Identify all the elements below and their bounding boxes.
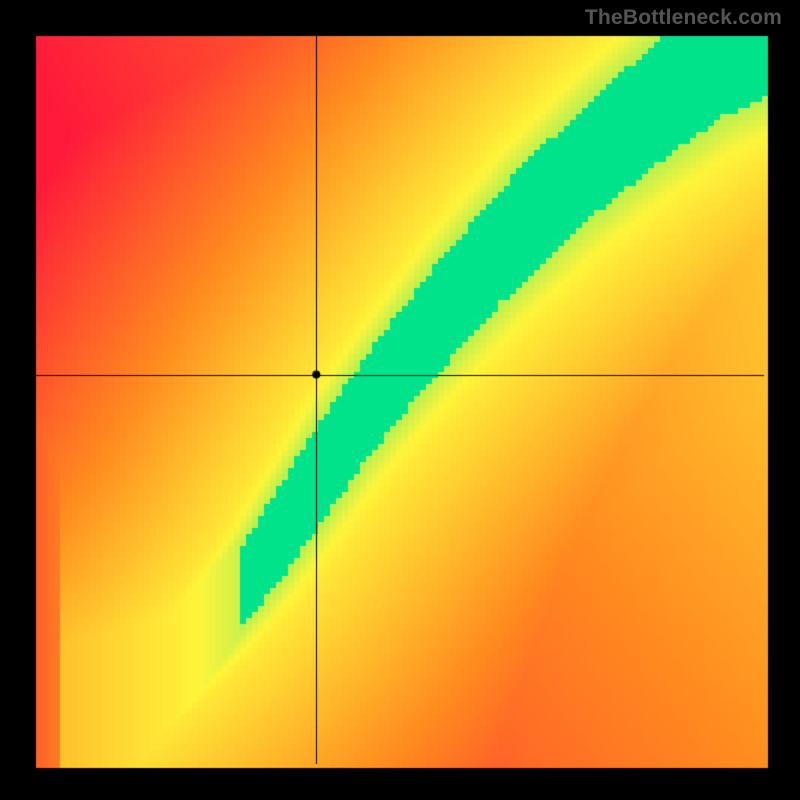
- watermark-text: TheBottleneck.com: [585, 6, 782, 30]
- chart-container: TheBottleneck.com: [0, 0, 800, 800]
- heatmap-canvas: [0, 0, 800, 800]
